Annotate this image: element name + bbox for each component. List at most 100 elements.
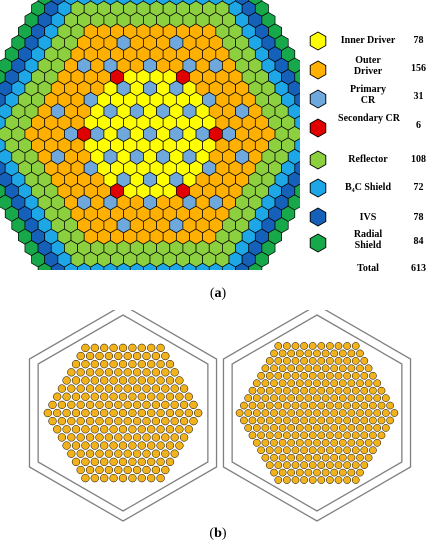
fuel-pin bbox=[287, 468, 296, 477]
fuel-pin bbox=[137, 343, 146, 353]
fuel-pin bbox=[114, 433, 123, 442]
fuel-pin bbox=[317, 371, 326, 380]
fuel-pin bbox=[118, 360, 128, 369]
fuel-pin bbox=[321, 424, 330, 432]
legend-count-primary-cr: 31 bbox=[413, 91, 424, 102]
fuel-pin bbox=[291, 461, 300, 469]
fuel-pin bbox=[128, 473, 137, 483]
fuel-pin bbox=[62, 425, 71, 434]
fuel-pin bbox=[377, 416, 386, 425]
fuel-pin bbox=[347, 379, 356, 388]
fuel-pin bbox=[184, 408, 193, 418]
fuel-pin bbox=[334, 401, 343, 410]
legend-count-radial-shield: 84 bbox=[413, 236, 424, 247]
fuel-pin bbox=[347, 409, 356, 417]
fuel-pin bbox=[109, 457, 118, 466]
legend-label-total: Total bbox=[357, 263, 379, 274]
fuel-pin bbox=[142, 368, 151, 377]
fuel-pin bbox=[100, 425, 109, 434]
legend-item-b4c-shield: B₄C Shield 72 bbox=[302, 167, 432, 198]
fuel-pin bbox=[287, 409, 296, 417]
fuel-pin bbox=[291, 446, 300, 455]
fuel-pin bbox=[356, 349, 364, 358]
fuel-pin bbox=[189, 416, 198, 426]
fuel-pin bbox=[343, 476, 351, 484]
legend-count-inner-driver: 78 bbox=[413, 35, 424, 46]
fuel-pin bbox=[373, 394, 382, 402]
legend-label-b4c-shield: B₄C Shield bbox=[344, 182, 392, 193]
fuel-pin bbox=[179, 416, 189, 426]
fuel-pin bbox=[308, 416, 317, 425]
fuel-pin bbox=[151, 416, 161, 426]
fuel-pin bbox=[261, 394, 270, 402]
fuel-pin bbox=[170, 400, 179, 410]
fuel-pin bbox=[170, 384, 179, 393]
fuel-pin bbox=[278, 438, 287, 447]
fuel-pin bbox=[252, 424, 261, 432]
fuel-pin bbox=[109, 392, 118, 401]
fuel-pin bbox=[81, 441, 90, 450]
fuel-pin bbox=[90, 408, 99, 418]
fuel-pin bbox=[347, 424, 356, 432]
fuel-pin bbox=[57, 384, 67, 393]
fuel-pin bbox=[300, 401, 308, 410]
legend-item-secondary-cr: Secondary CR 6 bbox=[302, 111, 432, 138]
core-map bbox=[0, 0, 300, 270]
fuel-pin bbox=[85, 400, 95, 410]
fuel-pin bbox=[326, 416, 334, 425]
fuel-pin bbox=[278, 364, 287, 373]
fuel-pin bbox=[351, 371, 360, 380]
fuel-pin bbox=[330, 424, 339, 432]
fuel-pin bbox=[261, 409, 270, 417]
fuel-pin bbox=[356, 364, 364, 373]
fuel-pin bbox=[53, 392, 62, 401]
fuel-pin bbox=[137, 473, 146, 483]
legend-count-reflector: 108 bbox=[411, 154, 426, 165]
fuel-pin bbox=[156, 408, 165, 418]
fuel-pin bbox=[71, 425, 81, 434]
legend-label-inner-driver: Inner Driver bbox=[340, 35, 396, 46]
fuel-pin bbox=[326, 342, 334, 350]
legend-label-secondary-cr: Secondary CR bbox=[338, 113, 400, 124]
fuel-pin bbox=[343, 357, 351, 365]
fuel-pin bbox=[317, 416, 326, 425]
assembly-left bbox=[28, 310, 218, 522]
fuel-pin bbox=[360, 416, 369, 425]
outer-duct bbox=[222, 310, 412, 522]
fuel-pin bbox=[104, 368, 114, 377]
fuel-pin bbox=[90, 425, 99, 434]
fuel-pin bbox=[278, 379, 287, 388]
fuel-pin bbox=[308, 461, 317, 469]
fuel-pin bbox=[261, 379, 270, 388]
fuel-pin bbox=[90, 360, 99, 369]
fuel-pin bbox=[334, 371, 343, 380]
fuel-pin bbox=[165, 392, 175, 401]
fuel-pin bbox=[85, 433, 95, 442]
fuel-pin bbox=[142, 351, 151, 361]
fuel-pin bbox=[244, 394, 253, 402]
fuel-pin bbox=[114, 416, 123, 426]
fuel-pin bbox=[100, 441, 109, 450]
fuel-pin bbox=[377, 386, 386, 395]
fuel-pin bbox=[114, 449, 123, 458]
fuel-pin bbox=[274, 371, 283, 380]
fuel-pin bbox=[57, 400, 67, 410]
fuel-pin bbox=[283, 446, 291, 455]
fuel-pin bbox=[270, 424, 278, 432]
fuel-pin bbox=[300, 416, 308, 425]
fuel-pin bbox=[308, 357, 317, 365]
fuel-pin bbox=[137, 360, 146, 369]
fuel-pin bbox=[161, 465, 170, 475]
fuel-pin bbox=[351, 342, 360, 350]
fuel-pin bbox=[317, 386, 326, 395]
fuel-pin bbox=[360, 431, 369, 440]
fuel-pin bbox=[308, 401, 317, 410]
fuel-pin bbox=[128, 408, 137, 418]
fuel-pin bbox=[343, 386, 351, 395]
fuel-pin bbox=[377, 431, 386, 440]
fuel-pin bbox=[100, 376, 109, 385]
fuel-pin bbox=[156, 441, 165, 450]
fuel-pin bbox=[278, 424, 287, 432]
fuel-pin bbox=[360, 446, 369, 455]
fuel-pin bbox=[356, 438, 364, 447]
